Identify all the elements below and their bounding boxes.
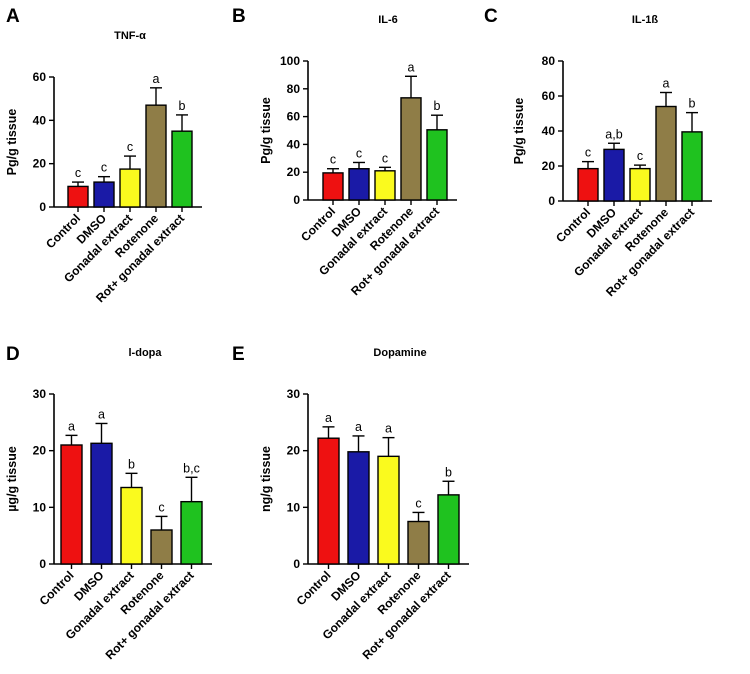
y-tick-label: 20 <box>33 157 47 171</box>
x-tick-label: Control <box>37 568 77 608</box>
y-tick-label: 0 <box>293 557 300 571</box>
significance-label: b <box>434 99 441 113</box>
y-tick-label: 0 <box>39 557 46 571</box>
y-tick-label: 60 <box>542 89 556 103</box>
bar-0 <box>60 444 83 565</box>
bar-1 <box>347 451 370 565</box>
y-tick-label: 30 <box>287 387 301 401</box>
panel-title: Dopamine <box>373 347 426 359</box>
y-tick-label: 60 <box>33 70 47 84</box>
significance-label: a,b <box>605 127 622 141</box>
panel-title: IL-1ß <box>632 14 659 26</box>
y-axis-label: Pg/g tissue <box>5 109 19 176</box>
significance-label: b <box>179 99 186 113</box>
x-tick-label: Control <box>298 204 338 244</box>
bar-4 <box>180 500 203 565</box>
bar-4 <box>681 131 703 202</box>
significance-label: c <box>585 146 591 160</box>
significance-label: a <box>98 407 105 421</box>
significance-label: c <box>356 146 362 160</box>
y-tick-label: 0 <box>39 200 46 214</box>
significance-label: c <box>158 500 164 514</box>
significance-label: c <box>127 140 133 154</box>
significance-label: c <box>101 161 107 175</box>
bar-2 <box>629 167 651 202</box>
bar-3 <box>400 97 422 201</box>
panel-label: E <box>232 344 245 365</box>
y-tick-label: 20 <box>33 444 47 458</box>
y-tick-label: 100 <box>280 54 300 68</box>
y-tick-label: 80 <box>287 82 301 96</box>
significance-label: c <box>330 153 336 167</box>
significance-label: a <box>385 422 392 436</box>
y-tick-label: 40 <box>287 137 301 151</box>
significance-label: b <box>128 457 135 471</box>
y-tick-label: 10 <box>287 500 301 514</box>
panel-title: TNF-α <box>114 30 146 42</box>
bar-3 <box>145 104 167 208</box>
x-tick-label: Control <box>294 568 334 608</box>
bar-2 <box>119 168 141 208</box>
y-tick-label: 80 <box>542 54 556 68</box>
bar-3 <box>655 105 677 202</box>
panel-label: C <box>484 6 498 27</box>
bar-1 <box>93 181 115 208</box>
y-axis-label: Pg/g tissue <box>259 97 273 164</box>
bar-2 <box>377 455 400 565</box>
y-tick-label: 0 <box>293 193 300 207</box>
y-tick-label: 30 <box>33 387 47 401</box>
bar-0 <box>67 185 89 208</box>
panel-label: D <box>6 344 20 365</box>
bar-0 <box>317 437 340 565</box>
y-axis-label: µg/g tissue <box>5 446 19 512</box>
significance-label: a <box>408 60 415 74</box>
significance-label: b,c <box>183 461 200 475</box>
panel-label: B <box>232 6 246 27</box>
y-tick-label: 60 <box>287 110 301 124</box>
significance-label: c <box>75 166 81 180</box>
y-tick-label: 20 <box>542 159 556 173</box>
significance-label: c <box>382 151 388 165</box>
bar-1 <box>90 442 113 565</box>
x-tick-label: Control <box>553 205 593 245</box>
significance-label: a <box>325 411 332 425</box>
y-tick-label: 40 <box>33 113 47 127</box>
significance-label: a <box>663 77 670 91</box>
panel-title: l-dopa <box>129 347 163 359</box>
significance-label: c <box>637 149 643 163</box>
bar-2 <box>120 486 143 565</box>
significance-label: b <box>689 97 696 111</box>
y-tick-label: 40 <box>542 124 556 138</box>
bar-0 <box>322 172 344 201</box>
bar-4 <box>426 129 448 201</box>
significance-label: a <box>355 420 362 434</box>
panel-b: B IL-6Pg/g tissue020406080100cControlcDMS… <box>232 6 457 298</box>
y-tick-label: 0 <box>548 194 555 208</box>
significance-label: a <box>153 72 160 86</box>
panel-label: A <box>6 6 20 27</box>
significance-label: a <box>68 419 75 433</box>
bar-3 <box>407 520 430 565</box>
bar-0 <box>577 167 599 202</box>
bar-4 <box>437 494 460 565</box>
bar-4 <box>171 130 193 208</box>
bar-1 <box>348 168 370 201</box>
bar-3 <box>150 529 173 565</box>
significance-label: b <box>445 465 452 479</box>
y-axis-label: Pg/g tissue <box>512 98 526 165</box>
significance-label: c <box>415 496 421 510</box>
y-tick-label: 20 <box>287 165 301 179</box>
panel-title: IL-6 <box>378 14 398 26</box>
x-tick-label: Control <box>43 211 83 251</box>
y-tick-label: 10 <box>33 500 47 514</box>
y-tick-label: 20 <box>287 444 301 458</box>
bar-2 <box>374 170 396 201</box>
bar-1 <box>603 148 625 202</box>
y-axis-label: ng/g tissue <box>259 446 273 512</box>
